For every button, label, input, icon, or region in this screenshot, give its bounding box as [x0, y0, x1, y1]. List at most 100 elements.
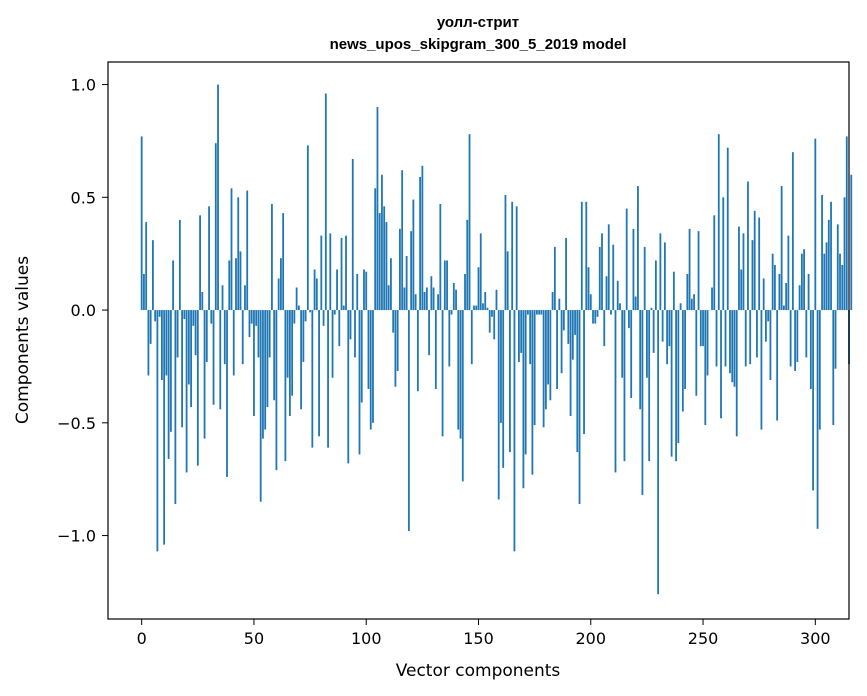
- bar: [515, 206, 518, 311]
- bar: [717, 134, 720, 311]
- bar: [529, 310, 532, 365]
- bar: [477, 267, 480, 311]
- bar: [778, 273, 781, 311]
- bar: [284, 310, 287, 462]
- bar: [533, 310, 536, 426]
- bar: [619, 303, 621, 311]
- bar: [697, 231, 700, 311]
- bar: [684, 310, 686, 389]
- x-tick-label: 200: [575, 629, 606, 648]
- bar: [735, 310, 738, 437]
- bar: [753, 210, 756, 311]
- bar: [333, 310, 336, 315]
- bar: [158, 310, 161, 317]
- bar: [387, 285, 390, 311]
- bar: [392, 310, 395, 333]
- bar: [176, 310, 179, 358]
- bar: [812, 310, 814, 491]
- bar: [726, 147, 729, 311]
- bar: [632, 228, 635, 311]
- bar: [769, 310, 772, 380]
- bar: [248, 310, 251, 338]
- bar: [309, 310, 311, 313]
- x-tick-label: 150: [463, 629, 494, 648]
- bar: [666, 310, 669, 365]
- bar: [522, 310, 525, 489]
- bar: [470, 310, 473, 365]
- bar: [500, 310, 502, 423]
- bar: [416, 310, 419, 392]
- bar: [187, 310, 190, 385]
- bar: [257, 310, 260, 358]
- bar: [821, 195, 823, 311]
- bar: [372, 310, 374, 423]
- bar: [302, 310, 305, 362]
- bar: [311, 310, 314, 448]
- bar: [535, 310, 538, 315]
- bar: [652, 310, 655, 353]
- bars-group: [140, 84, 853, 595]
- bar: [722, 197, 725, 311]
- bar: [758, 217, 761, 311]
- bar: [776, 310, 779, 421]
- bar: [659, 233, 662, 311]
- bar: [551, 292, 554, 311]
- bar: [587, 267, 590, 311]
- bar: [686, 273, 689, 311]
- y-axis-label: Components values: [13, 256, 33, 424]
- bar: [181, 310, 183, 428]
- bar: [185, 310, 188, 473]
- bar: [378, 213, 381, 311]
- bar: [650, 307, 653, 311]
- bar: [567, 310, 570, 344]
- bar: [461, 310, 464, 482]
- x-axis-label: Vector components: [396, 661, 561, 681]
- bar: [452, 283, 455, 311]
- bar: [751, 240, 754, 311]
- bar: [756, 310, 758, 358]
- bar: [648, 310, 651, 462]
- bar: [365, 271, 368, 311]
- bar: [571, 310, 574, 360]
- bar: [596, 310, 599, 317]
- bar: [331, 310, 334, 378]
- bar: [340, 237, 343, 311]
- x-axis: 0 50 100 150 200 250 300: [137, 619, 831, 648]
- bar: [264, 310, 267, 430]
- bar: [818, 310, 821, 430]
- bar: [657, 310, 660, 595]
- bar: [576, 310, 579, 453]
- bar: [738, 226, 740, 311]
- bar: [219, 310, 222, 410]
- bar: [329, 233, 332, 311]
- bar: [495, 289, 498, 311]
- bar: [443, 260, 446, 311]
- bar: [486, 307, 489, 311]
- bar: [396, 310, 399, 371]
- bar: [399, 228, 401, 311]
- bar: [192, 310, 195, 326]
- bar: [785, 283, 788, 311]
- bar: [491, 310, 493, 317]
- bar: [580, 201, 583, 311]
- bar: [654, 260, 657, 311]
- bar: [711, 287, 713, 311]
- bar: [342, 305, 345, 311]
- bar: [221, 285, 224, 311]
- bar: [479, 233, 482, 311]
- y-tick-label: 0.0: [71, 301, 96, 320]
- bar: [724, 310, 727, 367]
- bar: [621, 310, 624, 378]
- bar: [414, 294, 417, 311]
- bar: [484, 292, 487, 311]
- bar: [300, 310, 303, 410]
- bar: [832, 310, 835, 426]
- x-tick-label: 0: [137, 629, 147, 648]
- chart-subtitle: news_upos_skipgram_300_5_2019 model: [330, 36, 627, 53]
- bar: [205, 310, 208, 362]
- bar: [145, 222, 148, 311]
- bar: [315, 278, 318, 311]
- bar: [273, 310, 276, 401]
- bar: [147, 310, 150, 376]
